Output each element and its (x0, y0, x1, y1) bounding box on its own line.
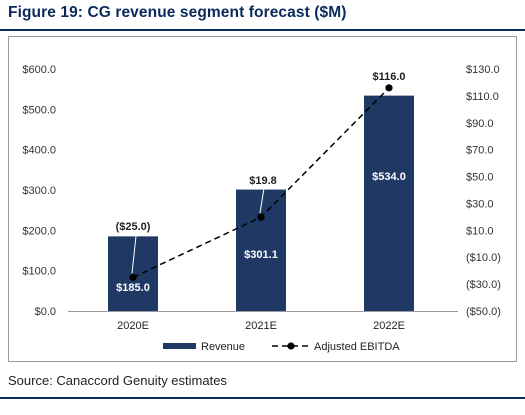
right-axis-tick-label: ($30.0) (466, 279, 501, 291)
right-axis-tick-label: $10.0 (466, 225, 494, 237)
left-axis-tick-label: $300.0 (22, 185, 56, 197)
ebitda-data-label: $116.0 (372, 71, 405, 83)
left-axis-tick-label: $0.0 (35, 306, 56, 318)
right-axis-tick-label: $110.0 (466, 91, 499, 103)
legend-ebitda-marker (287, 342, 295, 350)
right-axis-tick-label: ($50.0) (466, 306, 501, 318)
category-label: 2020E (117, 320, 149, 332)
ebitda-data-label: $19.8 (249, 175, 277, 187)
right-axis-tick-label: ($10.0) (466, 252, 501, 264)
revenue-data-label: $301.1 (244, 249, 278, 261)
ebitda-point (129, 273, 137, 281)
left-axis-tick-label: $100.0 (22, 266, 56, 278)
ebitda-leader-line (259, 187, 265, 214)
revenue-bar (364, 95, 414, 312)
category-label: 2022E (373, 320, 405, 332)
bottom-rule (0, 397, 525, 399)
revenue-data-label: $185.0 (116, 282, 150, 294)
right-axis-tick-label: $50.0 (466, 172, 494, 184)
left-axis-tick-label: $400.0 (22, 145, 56, 157)
right-axis-tick-label: $30.0 (466, 198, 494, 210)
title-rule (0, 29, 525, 31)
right-axis-tick-label: $90.0 (466, 118, 494, 130)
source-note: Source: Canaccord Genuity estimates (8, 373, 227, 388)
figure-title: Figure 19: CG revenue segment forecast (… (8, 4, 347, 21)
left-axis-tick-label: $200.0 (22, 225, 56, 237)
revenue-data-label: $534.0 (372, 171, 406, 183)
right-axis-tick-label: $130.0 (466, 64, 500, 76)
left-axis-tick-label: $600.0 (22, 64, 56, 76)
revenue-bar (108, 236, 158, 311)
ebitda-point (257, 213, 265, 221)
legend-revenue-label: Revenue (201, 341, 245, 353)
legend-revenue-swatch (163, 343, 196, 349)
ebitda-point (385, 84, 393, 92)
legend-ebitda-label: Adjusted EBITDA (314, 341, 400, 353)
category-label: 2021E (245, 320, 277, 332)
ebitda-data-label: ($25.0) (116, 221, 151, 233)
left-axis-tick-label: $500.0 (22, 104, 56, 116)
right-axis-tick-label: $70.0 (466, 145, 494, 157)
ebitda-leader-line (131, 235, 137, 274)
